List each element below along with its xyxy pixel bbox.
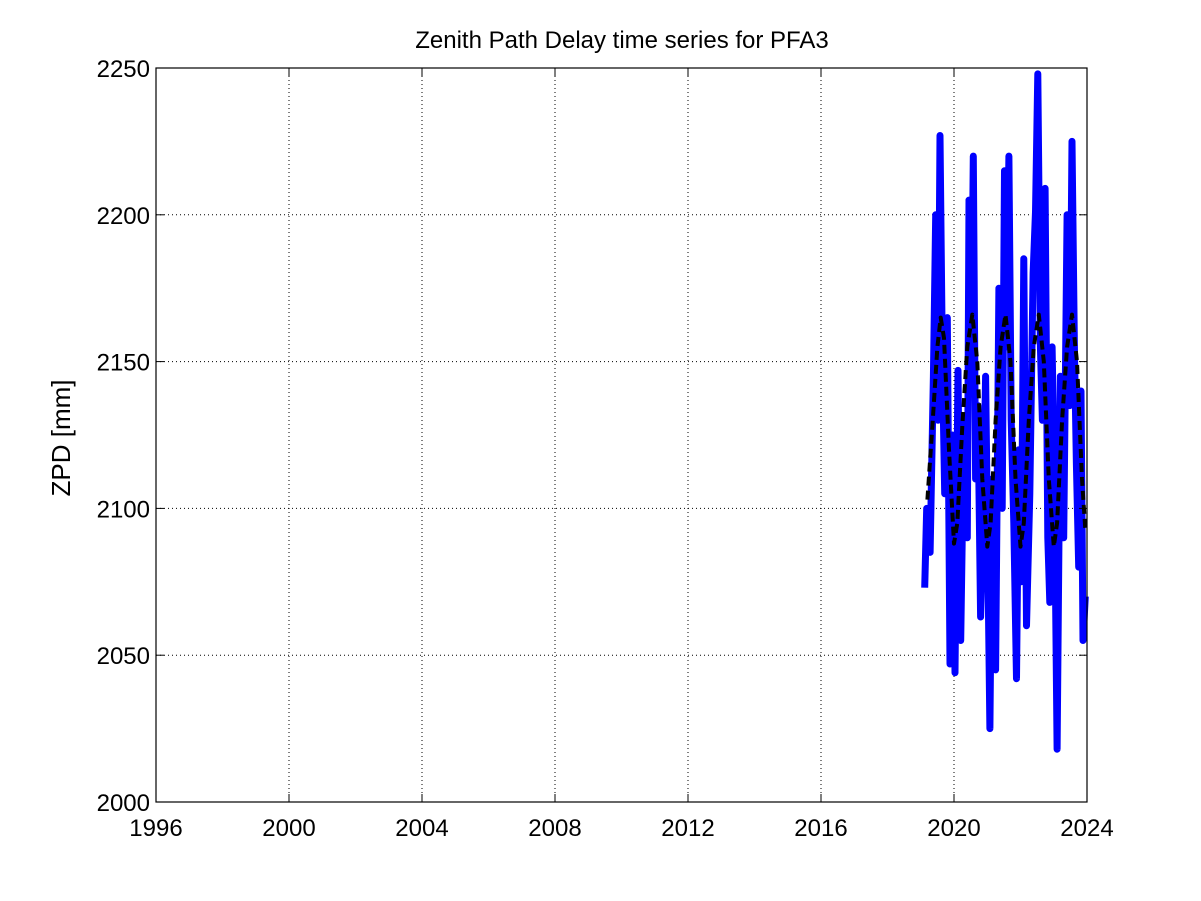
plot-area <box>921 70 1089 753</box>
x-tick-label: 2024 <box>1060 815 1113 842</box>
zpd-series-line <box>921 70 1089 753</box>
chart-title: Zenith Path Delay time series for PFA3 <box>415 27 829 54</box>
axis-ticks <box>155 67 1088 803</box>
x-tick-label: 2008 <box>528 815 581 842</box>
x-tick-label: 2012 <box>661 815 714 842</box>
y-tick-label: 2150 <box>97 350 150 377</box>
axes-box <box>155 67 1088 803</box>
x-tick-label: 2016 <box>794 815 847 842</box>
y-tick-label: 2050 <box>97 643 150 670</box>
y-tick-labels: 2000 2050 2100 2150 2200 2250 <box>97 56 150 817</box>
y-tick-label: 2250 <box>97 56 150 83</box>
y-tick-label: 2100 <box>97 496 150 523</box>
y-axis-label: ZPD [mm] <box>46 380 76 497</box>
x-tick-label: 1996 <box>129 815 182 842</box>
y-tick-label: 2000 <box>97 790 150 817</box>
x-tick-label: 2020 <box>927 815 980 842</box>
y-tick-label: 2200 <box>97 203 150 230</box>
x-tick-label: 2000 <box>262 815 315 842</box>
x-tick-label: 2004 <box>395 815 448 842</box>
x-tick-labels: 1996 2000 2004 2008 2012 2016 2020 2024 <box>129 815 1113 842</box>
